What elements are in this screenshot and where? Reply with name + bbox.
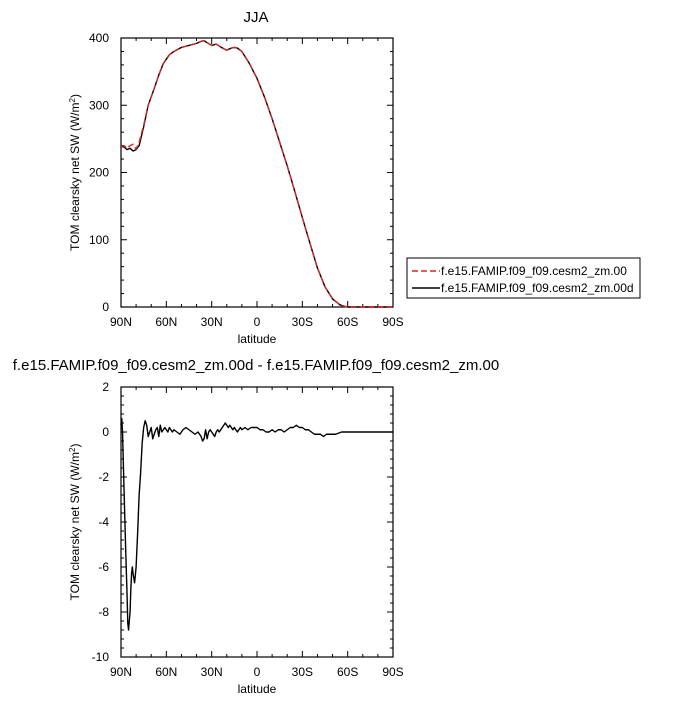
x-axis-label: latitude	[238, 332, 277, 346]
x-tick-label: 30S	[292, 315, 313, 329]
top-chart-title: JJA	[243, 9, 268, 26]
x-tick-label: 90N	[110, 315, 132, 329]
y-axis-label-main: TOM clearsky net SW (W/m	[68, 452, 82, 600]
x-axis-label: latitude	[238, 682, 277, 696]
y-tick-label: -8	[98, 605, 109, 619]
y-tick-label: -4	[98, 515, 109, 529]
y-tick-label: -10	[92, 650, 110, 664]
y-axis-label-sup: 2	[68, 98, 77, 103]
x-tick-label: 60N	[155, 315, 177, 329]
y-tick-label: 400	[89, 31, 109, 45]
x-tick-label: 90S	[382, 315, 403, 329]
x-tick-label: 90S	[382, 665, 403, 679]
legend: f.e15.FAMIP.f09_f09.cesm2_zm.00 f.e15.FAM…	[406, 257, 641, 299]
x-tick-label: 60S	[337, 315, 358, 329]
y-axis-label: TOM clearsky net SW (W/m2)	[68, 94, 83, 251]
x-tick-label: 0	[254, 315, 261, 329]
series-line-1	[120, 39, 393, 308]
series-line-0	[120, 417, 393, 631]
y-tick-label: 0	[102, 425, 109, 439]
x-tick-label: 60N	[155, 665, 177, 679]
x-tick-label: 0	[254, 665, 261, 679]
legend-box	[406, 257, 641, 299]
y-axis-label-sup: 2	[68, 447, 77, 452]
x-tick-label: 30S	[292, 665, 313, 679]
y-axis-label: TOM clearsky net SW (W/m2)	[68, 444, 83, 601]
y-tick-label: 300	[89, 98, 109, 112]
x-tick-label: 90N	[110, 665, 132, 679]
y-axis-label-close: )	[68, 94, 82, 98]
x-tick-label: 30N	[201, 665, 223, 679]
y-axis-label-main: TOM clearsky net SW (W/m	[68, 102, 82, 250]
y-tick-label: 100	[89, 233, 109, 247]
y-tick-label: -6	[98, 560, 109, 574]
y-tick-label: -2	[98, 470, 109, 484]
y-axis-label-close: )	[68, 444, 82, 448]
y-tick-label: 0	[102, 300, 109, 314]
y-tick-label: 2	[102, 380, 109, 394]
x-tick-label: 30N	[201, 315, 223, 329]
bottom-chart: f.e15.FAMIP.f09_f09.cesm2_zm.00d - f.e15…	[13, 357, 499, 696]
y-tick-label: 200	[89, 166, 109, 180]
x-tick-label: 60S	[337, 665, 358, 679]
legend-entry-0: f.e15.FAMIP.f09_f09.cesm2_zm.00	[441, 264, 627, 278]
legend-entry-1: f.e15.FAMIP.f09_f09.cesm2_zm.00d	[441, 281, 634, 295]
top-chart: JJA 90N 60N 30N 0 30S 60S 90S 0 100 200 300 400 lati…	[68, 9, 641, 346]
series-line-0	[120, 39, 393, 308]
bottom-chart-title: f.e15.FAMIP.f09_f09.cesm2_zm.00d - f.e15…	[13, 357, 499, 374]
